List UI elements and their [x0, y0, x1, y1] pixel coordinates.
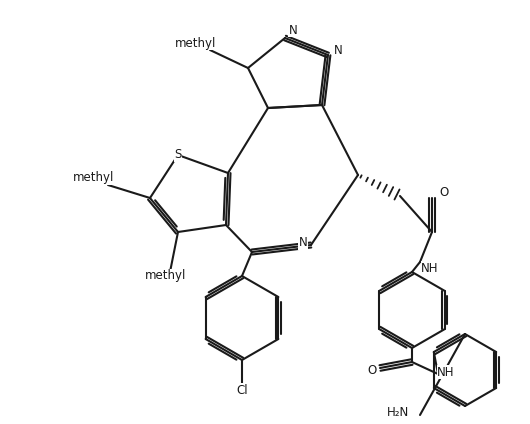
- Text: NH: NH: [437, 365, 455, 379]
- Text: O: O: [367, 365, 377, 377]
- Text: N: N: [289, 23, 297, 36]
- Text: methyl: methyl: [145, 270, 187, 282]
- Text: NH: NH: [421, 262, 439, 274]
- Text: N: N: [333, 44, 342, 56]
- Text: methyl: methyl: [175, 36, 217, 50]
- Text: N: N: [298, 237, 307, 249]
- Text: S: S: [174, 148, 182, 162]
- Text: H₂N: H₂N: [387, 405, 409, 418]
- Text: Cl: Cl: [236, 383, 248, 396]
- Text: methyl: methyl: [73, 171, 114, 184]
- Text: O: O: [439, 187, 448, 200]
